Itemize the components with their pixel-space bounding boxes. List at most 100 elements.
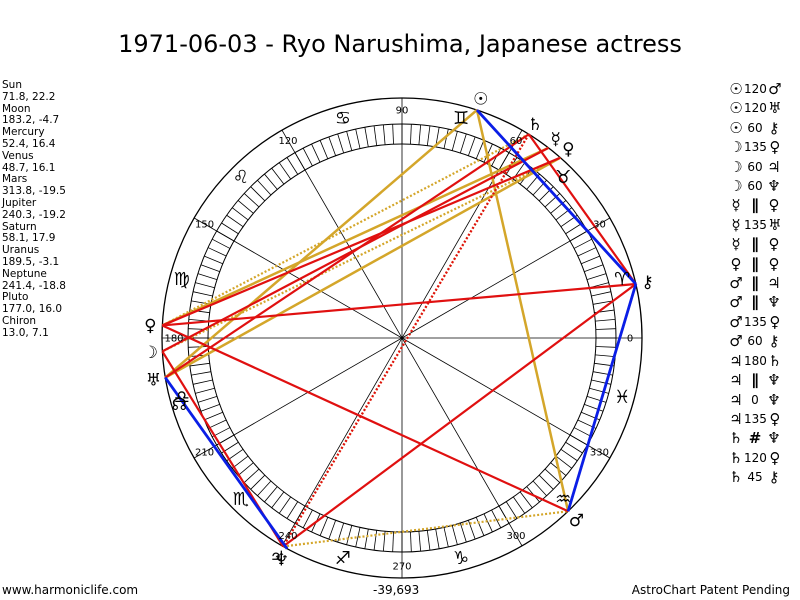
degree-tick xyxy=(373,125,378,146)
aspect-planet-2-glyph: ♀ xyxy=(769,409,781,428)
degree-tick xyxy=(459,522,467,543)
aspect-planet-1-glyph: ♃ xyxy=(729,351,743,370)
degree-tick xyxy=(231,455,249,469)
footer-patent: AstroChart Patent Pending xyxy=(631,583,790,597)
degree-tick xyxy=(278,496,292,514)
degree-tick xyxy=(581,255,600,265)
zodiac-sign-glyph: ♋ xyxy=(335,108,351,129)
degree-tick xyxy=(197,395,218,403)
aspect-planet-1-glyph: ☉ xyxy=(729,118,743,137)
zodiac-sign-glyph: ♍ xyxy=(174,269,190,290)
degree-label: 150 xyxy=(195,220,214,231)
degree-label: 90 xyxy=(396,106,409,117)
degree-tick xyxy=(586,395,607,403)
aspect-planet-2-glyph: ⚷ xyxy=(768,468,780,487)
degree-label: 60 xyxy=(510,136,523,147)
degree-tick xyxy=(592,300,613,305)
degree-tick xyxy=(302,509,313,529)
planet-glyphs: ☉☽☿♀♂♃♄♅♆♀⚷☊ xyxy=(143,90,654,571)
zodiac-sign-glyph: ♌ xyxy=(233,167,249,188)
degree-tick xyxy=(382,531,386,552)
degree-tick xyxy=(271,491,285,509)
degree-tick xyxy=(595,354,616,358)
degree-tick xyxy=(192,379,213,385)
degree-tick xyxy=(231,207,249,221)
aspect-list: ☉ 120 ♂ ☉ 120 ♅ ☉ 60 ⚷ ☽ 135 ♀ ☽ 60 ♃ ☽ 60 ♆ ☿ ∥ ♀ ☿ 135 ♅ ☿ ∥ ♀ ♀ ∥… xyxy=(728,80,783,488)
aspect-line xyxy=(164,156,562,379)
aspect-row: ♂ 60 ⚷ xyxy=(728,332,783,351)
aspect-type: 135 xyxy=(744,140,767,155)
degree-label: 240 xyxy=(278,531,297,542)
planet-name: Pluto xyxy=(2,291,29,304)
aspect-planet-1-glyph: ♂ xyxy=(729,293,743,312)
planet-position-list: Sun 71.8, 22.2 Moon 183.2, -4.7 Mercury 52.4,… xyxy=(2,79,66,340)
degree-tick xyxy=(207,247,227,257)
degree-tick xyxy=(211,238,231,249)
degree-tick xyxy=(451,131,458,151)
aspect-lines xyxy=(161,109,638,550)
planet-name: Venus xyxy=(2,149,34,162)
aspect-planet-1-glyph: ☿ xyxy=(731,196,741,215)
aspect-row: ☉ 60 ⚷ xyxy=(728,119,783,138)
degree-tick xyxy=(392,531,394,552)
aspect-planet-1-glyph: ☿ xyxy=(731,215,741,234)
degree-tick xyxy=(475,517,485,536)
degree-tick xyxy=(226,214,244,228)
planet-name: Chiron xyxy=(2,314,37,327)
aspect-planet-2-glyph: ♆ xyxy=(767,429,781,448)
planet-position: 48.7, 16.1 xyxy=(2,161,56,174)
degree-tick xyxy=(197,273,218,281)
aspect-type: 60 xyxy=(747,334,763,349)
aspect-type: 120 xyxy=(744,101,767,116)
degree-label: 210 xyxy=(195,448,214,459)
aspect-type: 60 xyxy=(747,159,763,174)
degree-tick xyxy=(532,480,547,497)
aspect-row: ☉ 120 ♅ xyxy=(728,99,783,118)
degree-tick xyxy=(584,403,604,412)
planet-name: Neptune xyxy=(2,267,47,280)
degree-tick xyxy=(286,157,299,175)
degree-tick xyxy=(544,468,561,483)
aspect-planet-2-glyph: ♀ xyxy=(768,254,780,273)
planet-position: 58.1, 17.9 xyxy=(2,232,56,245)
degree-labels: 0 30 60 90 120 150 180 210 240 270 300 330 xyxy=(164,106,633,573)
degree-tick xyxy=(257,179,272,196)
north-node-glyph: ☊ xyxy=(172,395,187,415)
aspect-line xyxy=(164,109,478,379)
degree-tick xyxy=(311,143,321,163)
zodiac-sign-glyph: ♒ xyxy=(555,489,571,510)
aspect-planet-2-glyph: ♄ xyxy=(768,351,782,370)
degree-tick xyxy=(467,136,476,156)
aspect-planet-1-glyph: ♃ xyxy=(729,409,743,428)
aspect-planet-1-glyph: ☉ xyxy=(729,80,743,98)
aspect-row: ♃ 180 ♄ xyxy=(728,352,783,371)
aspect-line xyxy=(164,133,530,379)
degree-tick xyxy=(410,124,412,145)
degree-tick xyxy=(392,124,394,145)
degree-tick xyxy=(426,530,431,551)
aspect-planet-2-glyph: ♃ xyxy=(767,157,781,176)
degree-tick xyxy=(382,124,386,145)
planet-position: 189.5, -3.1 xyxy=(2,255,60,268)
degree-tick xyxy=(475,140,485,159)
planet-position: 177.0, 16.0 xyxy=(2,303,63,316)
planet-name: Saturn xyxy=(2,220,37,233)
aspect-row: ☽ 60 ♆ xyxy=(728,177,783,196)
chiron-glyph: ⚷ xyxy=(641,272,653,292)
aspect-type: 120 xyxy=(744,82,767,96)
aspect-row: ♃ 135 ♀ xyxy=(728,410,783,429)
degree-tick xyxy=(591,291,612,297)
aspect-type: 120 xyxy=(744,450,767,465)
degree-tick xyxy=(565,222,583,235)
degree-tick xyxy=(257,480,272,497)
aspect-row: ☉ 120 ♂ xyxy=(728,80,783,99)
zodiac-sign-glyph: ♊ xyxy=(453,108,469,129)
degree-tick xyxy=(443,527,449,548)
degree-label: 300 xyxy=(506,531,525,542)
zodiac-sign-glyph: ♑ xyxy=(453,548,469,569)
aspect-planet-1-glyph: ☽ xyxy=(729,177,743,196)
house-axis-line xyxy=(193,217,611,459)
zodiac-sign-glyph: ♉ xyxy=(555,167,571,188)
degree-tick xyxy=(286,501,299,519)
